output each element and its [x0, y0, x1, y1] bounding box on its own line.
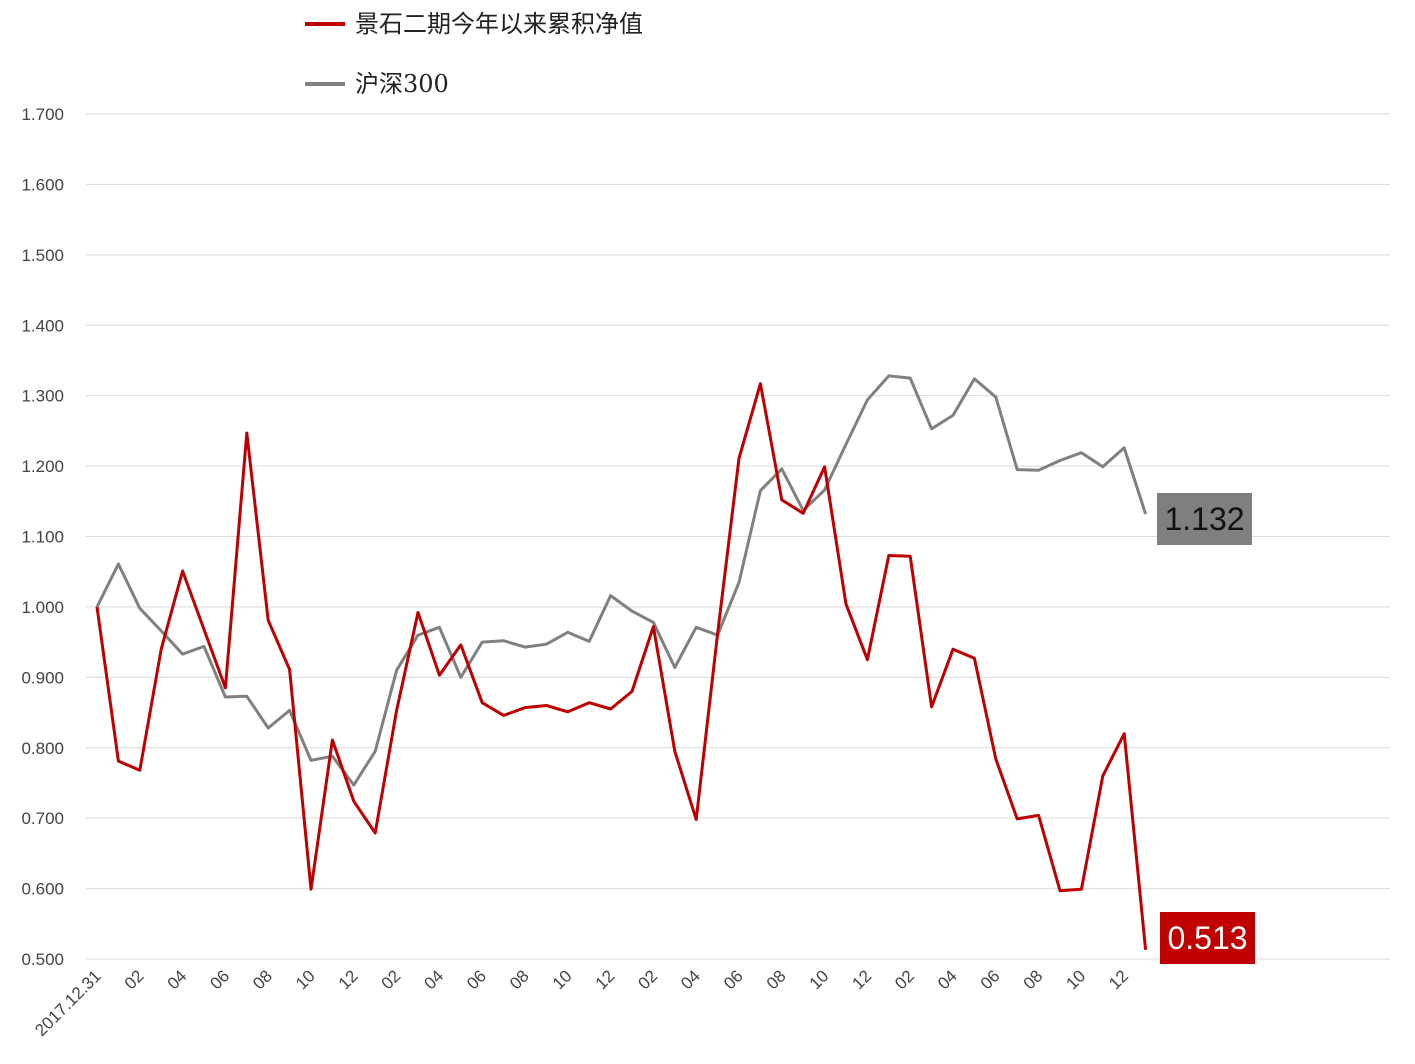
x-tick-label: 04 — [677, 966, 704, 993]
y-tick-label: 0.600 — [21, 880, 64, 899]
x-tick-label: 02 — [121, 966, 148, 993]
legend-item-series-1: 沪深300 — [305, 67, 905, 101]
y-tick-label: 1.000 — [21, 598, 64, 617]
x-tick-label: 08 — [506, 966, 533, 993]
x-tick-label: 04 — [934, 966, 961, 993]
y-tick-label: 0.800 — [21, 739, 64, 758]
x-tick-label: 2017.12.31 — [31, 966, 105, 1040]
x-tick-label: 08 — [1020, 966, 1047, 993]
x-tick-label: 02 — [891, 966, 918, 993]
end-label-series-0: 0.513 — [1160, 912, 1255, 964]
x-tick-label: 12 — [592, 966, 619, 993]
x-tick-label: 10 — [292, 966, 319, 993]
x-tick-label: 06 — [720, 966, 747, 993]
legend-item-series-0: 景石二期今年以来累积净值 — [305, 7, 905, 41]
x-tick-label: 12 — [1105, 966, 1132, 993]
x-tick-label: 12 — [335, 966, 362, 993]
legend-swatch-series-1 — [305, 82, 345, 86]
legend-label-series-0: 景石二期今年以来累积净值 — [355, 10, 643, 38]
x-tick-label: 04 — [420, 966, 447, 993]
y-tick-label: 1.600 — [21, 175, 64, 194]
series-line-0 — [95, 382, 1148, 950]
y-tick-label: 1.200 — [21, 457, 64, 476]
x-tick-label: 10 — [549, 966, 576, 993]
x-tick-label: 12 — [848, 966, 875, 993]
y-axis: 0.500 0.600 0.700 0.800 0.900 1.000 1.100 1.200… — [21, 105, 64, 969]
x-tick-label: 06 — [977, 966, 1004, 993]
x-tick-label: 08 — [763, 966, 790, 993]
series-lines — [95, 374, 1148, 950]
x-tick-label: 02 — [634, 966, 661, 993]
y-tick-label: 0.700 — [21, 809, 64, 828]
y-tick-label: 0.900 — [21, 668, 64, 687]
y-tick-label: 1.700 — [21, 105, 64, 124]
y-tick-label: 1.500 — [21, 246, 64, 265]
x-axis: 2017.12.31 02 04 06 08 10 12 02 04 06 08 10 12 02 04 06… — [31, 966, 1132, 1040]
x-tick-label: 10 — [806, 966, 833, 993]
x-tick-label: 08 — [249, 966, 276, 993]
legend-label-series-1: 沪深300 — [355, 70, 449, 98]
x-tick-label: 10 — [1062, 966, 1089, 993]
y-tick-label: 1.400 — [21, 316, 64, 335]
x-tick-label: 06 — [463, 966, 490, 993]
y-tick-label: 1.100 — [21, 528, 64, 547]
end-label-series-1: 1.132 — [1157, 493, 1252, 545]
y-tick-label: 1.300 — [21, 387, 64, 406]
x-tick-label: 06 — [206, 966, 233, 993]
x-tick-label: 02 — [378, 966, 405, 993]
legend-swatch-series-0 — [305, 22, 345, 26]
series-line-1 — [95, 374, 1148, 787]
x-tick-label: 04 — [164, 966, 191, 993]
y-tick-label: 0.500 — [21, 950, 64, 969]
